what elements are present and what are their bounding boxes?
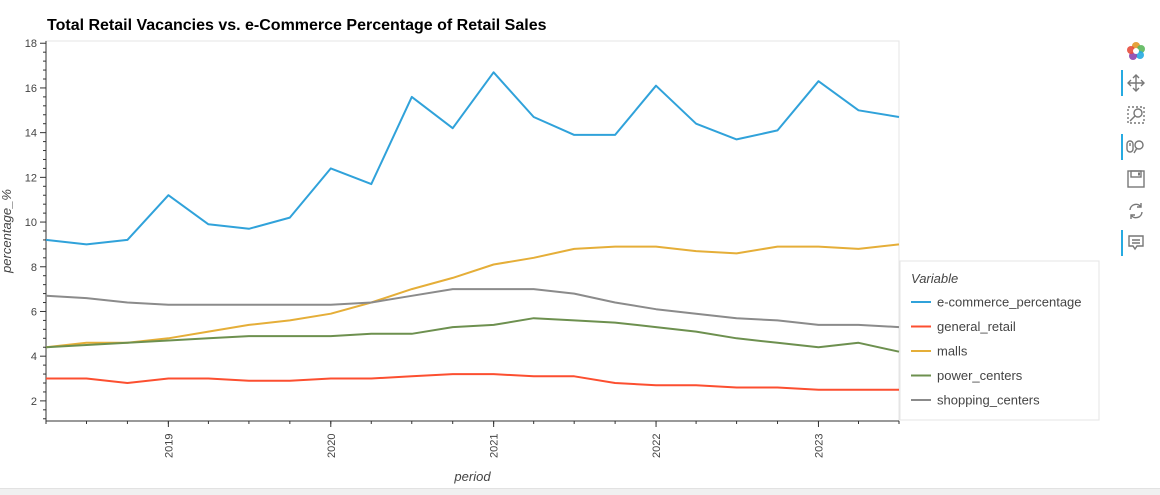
chart-title: Total Retail Vacancies vs. e-Commerce Pe… — [47, 17, 547, 34]
box-zoom-tool-icon[interactable] — [1118, 100, 1154, 130]
x-tick-label: 2023 — [813, 434, 825, 458]
y-tick-label: 4 — [31, 351, 37, 363]
hover-tool-icon[interactable] — [1118, 228, 1154, 258]
y-tick-label: 6 — [31, 306, 37, 318]
reset-tool-icon[interactable] — [1118, 196, 1154, 226]
legend-box — [899, 260, 1100, 421]
legend-entry-label: shopping_centers — [937, 393, 1040, 408]
x-tick-label: 2021 — [489, 434, 501, 458]
plot-frame — [45, 40, 900, 422]
x-tick-label: 2019 — [163, 434, 175, 458]
series-line-shopping_centers — [45, 288, 900, 329]
series-line-power_centers — [45, 317, 900, 353]
y-tick-label: 18 — [25, 38, 37, 50]
legend-entry-label: e-commerce_percentage — [937, 295, 1082, 310]
bokeh-logo-icon[interactable] — [1118, 36, 1154, 66]
bottom-scrollbar-strip — [0, 488, 1160, 495]
legend-entry-label: general_retail — [937, 319, 1016, 334]
y-tick-label: 10 — [25, 217, 37, 229]
x-tick-label: 2020 — [326, 434, 338, 458]
y-tick-label: 8 — [31, 262, 37, 274]
wheel-zoom-tool-icon[interactable] — [1118, 132, 1154, 162]
x-axis: 2019 2020 2021 2022 2023 — [45, 420, 900, 458]
legend: Variable e-commerce_percentage general_re… — [899, 260, 1100, 421]
series-lines — [45, 71, 900, 391]
x-tick-label: 2022 — [651, 434, 663, 458]
legend-entry-label: malls — [937, 344, 968, 359]
y-tick-label: 14 — [25, 128, 37, 140]
series-line-malls — [45, 243, 900, 349]
y-tick-label: 16 — [25, 83, 37, 95]
legend-entry-label: power_centers — [937, 368, 1023, 383]
save-tool-icon[interactable] — [1118, 164, 1154, 194]
y-axis: 2 4 6 8 10 12 14 16 18 — [25, 38, 47, 421]
y-axis-label: percentage_% — [0, 189, 14, 274]
pan-tool-icon[interactable] — [1118, 68, 1154, 98]
series-line-e-commerce_percentage — [45, 71, 900, 246]
legend-title: Variable — [911, 271, 958, 286]
y-tick-label: 2 — [31, 396, 37, 408]
chart-area[interactable]: 2 4 6 8 10 12 14 16 18 2019 2020 2021 2022 2023 perc… — [0, 0, 1110, 488]
series-line-general_retail — [46, 373, 899, 391]
x-axis-label: period — [453, 469, 491, 484]
plot-border — [45, 40, 900, 422]
y-tick-label: 12 — [25, 172, 37, 184]
